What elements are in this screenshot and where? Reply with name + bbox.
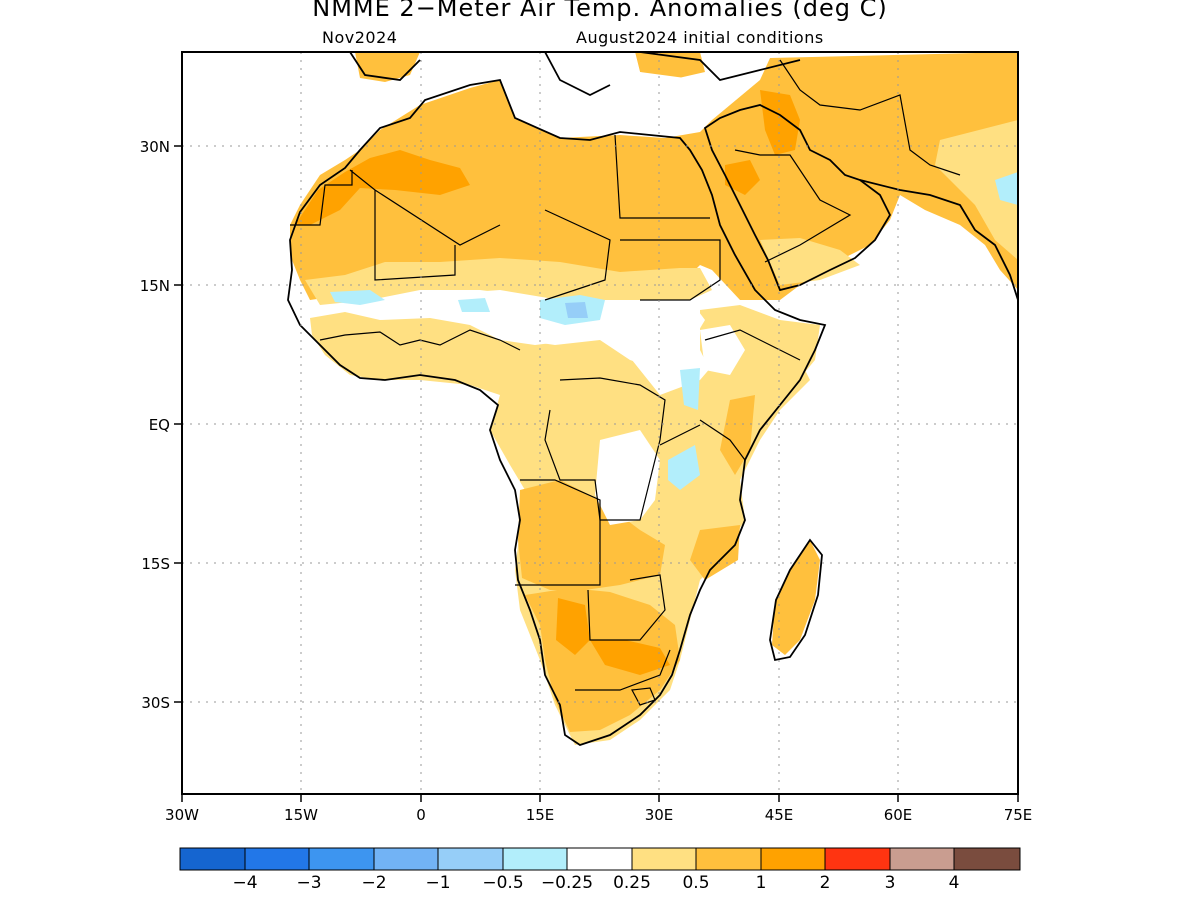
- latitude-labels: 30N 15N EQ 15S 30S: [140, 138, 170, 712]
- border-algeria-mali: [349, 169, 501, 246]
- colorbar-swatch: [631, 847, 697, 871]
- cool-india-coast: [995, 172, 1018, 205]
- neutral-central-africa: [430, 290, 705, 370]
- cool-lake-victoria: [680, 368, 700, 410]
- border-libya-egypt: [614, 134, 710, 219]
- anomaly-north-africa: [290, 52, 1018, 300]
- lon-label: 15W: [284, 806, 318, 824]
- anomaly-iraq-core: [760, 90, 800, 155]
- border-angola: [515, 479, 601, 586]
- border-niger-chad: [544, 209, 611, 301]
- anomaly-yemen: [760, 238, 860, 285]
- colorbar-swatch: [502, 847, 568, 871]
- map-title: NMME 2−Meter Air Temp. Anomalies (deg C): [312, 0, 888, 22]
- country-borders: [290, 59, 961, 706]
- colorbar-label: −2: [361, 873, 386, 893]
- border-arabia: [734, 149, 852, 263]
- colorbar-label: −3: [296, 873, 321, 893]
- anomaly-madagascar: [772, 540, 820, 655]
- lon-label: 15E: [526, 806, 555, 824]
- coastlines: [287, 52, 1018, 746]
- lon-label: 45E: [765, 806, 794, 824]
- lat-label: 15N: [140, 277, 170, 295]
- anomaly-angola: [518, 480, 665, 590]
- neutral-ethiopia: [700, 325, 745, 375]
- colorbar-label: −0.5: [482, 873, 523, 893]
- colorbar-label: 3: [885, 873, 896, 893]
- anomaly-namibia-core: [556, 598, 590, 655]
- border-kenya-tanzania: [659, 419, 746, 461]
- initial-conditions: August2024 initial conditions: [576, 28, 824, 47]
- lon-label: 60E: [884, 806, 913, 824]
- lat-label: 30S: [141, 694, 170, 712]
- border-westafrica: [319, 329, 521, 351]
- border-southafrica: [575, 649, 671, 691]
- colorbar: −4 −3 −2 −1 −0.5 −0.25 0.25 0.5 1 2 3 4: [179, 847, 1021, 893]
- border-sudan: [620, 239, 721, 301]
- madagascar-coast: [769, 538, 823, 662]
- colorbar-label: 0.25: [613, 873, 651, 893]
- axis-ticks: [174, 145, 1019, 802]
- longitude-labels: 30W 15W 0 15E 30E 45E 60E 75E: [165, 806, 1032, 824]
- anomaly-mozambique: [690, 525, 740, 580]
- lat-label: EQ: [149, 416, 170, 434]
- colorbar-label: −4: [232, 873, 257, 893]
- colorbar-swatch: [179, 847, 246, 871]
- arabia-coastline: [703, 104, 892, 292]
- colorbar-swatch: [566, 847, 633, 871]
- colorbar-swatch: [244, 847, 310, 871]
- colorbar-swatch: [308, 847, 375, 871]
- lon-label: 0: [416, 806, 426, 824]
- mediterranean-north-coast: [349, 52, 801, 97]
- anomaly-botswana-core: [590, 640, 670, 675]
- colorbar-swatch: [695, 847, 762, 871]
- neutral-mediterranean: [420, 52, 705, 135]
- border-mauritania: [290, 170, 353, 226]
- africa-coastline: [287, 78, 827, 746]
- border-ethiopia: [704, 329, 801, 361]
- colorbar-swatch: [437, 847, 504, 871]
- cool-senegal: [330, 290, 385, 305]
- border-iran: [779, 59, 961, 176]
- neutral-congo: [595, 430, 660, 525]
- border-mali: [374, 190, 456, 281]
- cool-chad-core: [565, 302, 588, 318]
- cool-nigeria: [458, 298, 490, 312]
- colorbar-swatch: [760, 847, 826, 871]
- colorbar-label: −1: [425, 873, 450, 893]
- map-frame: [181, 51, 1019, 795]
- border-drc: [544, 377, 666, 521]
- anomaly-east-africa: [720, 395, 755, 475]
- border-lesotho: [631, 687, 656, 706]
- iran-india-coast: [859, 179, 1018, 301]
- lat-label: 30N: [140, 138, 170, 156]
- lat-label: 15S: [141, 555, 170, 573]
- colorbar-label: −0.25: [541, 873, 593, 893]
- colorbar-label: 0.5: [682, 873, 709, 893]
- colorbar-swatch: [373, 847, 439, 871]
- anomaly-arabia-core: [725, 160, 760, 195]
- cool-tanzania: [668, 445, 700, 490]
- forecast-month: Nov2024: [322, 28, 398, 47]
- colorbar-swatch: [824, 847, 891, 871]
- lon-label: 75E: [1004, 806, 1033, 824]
- colorbar-label: 2: [820, 873, 831, 893]
- graticule: [182, 52, 1018, 794]
- colorbar-label: 1: [756, 873, 767, 893]
- lon-label: 30W: [165, 806, 199, 824]
- colorbar-swatch: [889, 847, 955, 871]
- colorbar-label: 4: [949, 873, 960, 893]
- anomaly-shading: [290, 52, 1018, 745]
- anomaly-sahara-core: [295, 150, 470, 225]
- anomaly-sahel: [305, 258, 712, 305]
- lon-label: 30E: [645, 806, 674, 824]
- anomaly-india: [935, 120, 1018, 260]
- anomaly-europe-edge: [355, 52, 420, 82]
- border-namibia-botswana: [587, 574, 666, 641]
- colorbar-swatch: [953, 847, 1021, 871]
